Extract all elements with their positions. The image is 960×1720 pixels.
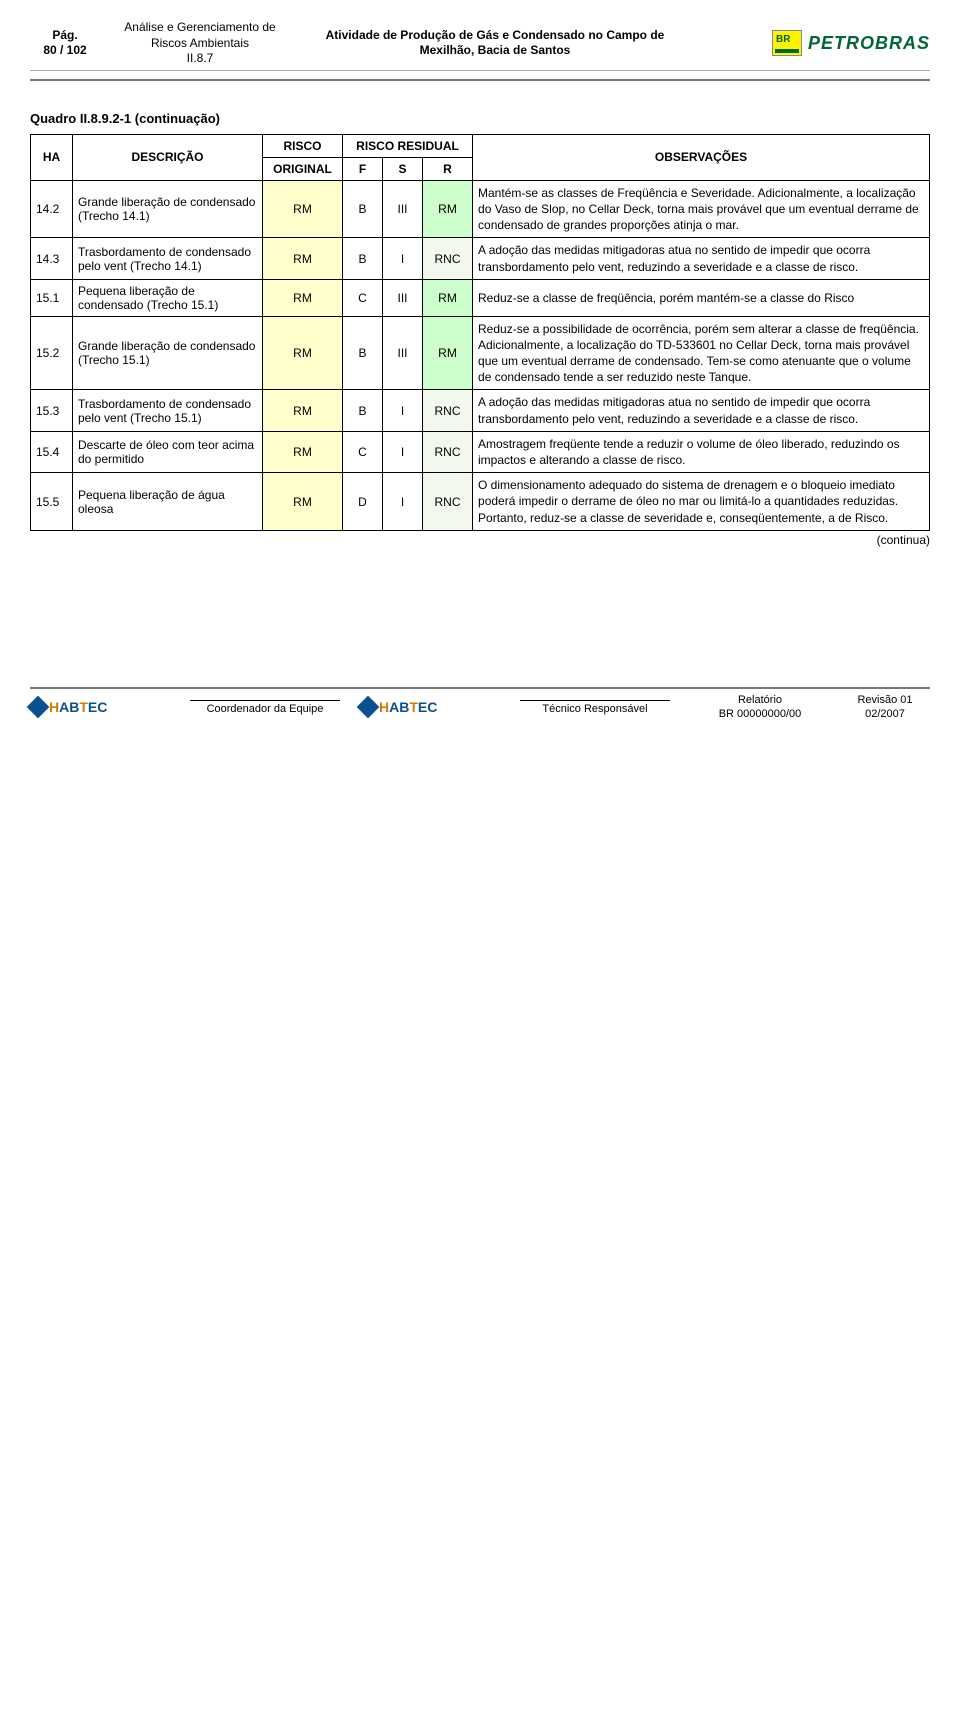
- cell-r: RM: [423, 279, 473, 316]
- th-observacoes: OBSERVAÇÕES: [473, 134, 930, 180]
- relat-label: Relatório: [690, 693, 830, 707]
- page-footer: HABTEC Coordenador da Equipe HABTEC Técn…: [30, 687, 930, 722]
- cell-obs: Amostragem freqüente tende a reduzir o v…: [473, 431, 930, 472]
- cell-ha: 15.2: [31, 316, 73, 390]
- cell-obs: Reduz-se a possibilidade de ocorrência, …: [473, 316, 930, 390]
- table-row: 15.2Grande liberação de condensado (Trec…: [31, 316, 930, 390]
- cell-ha: 15.1: [31, 279, 73, 316]
- cell-r: RNC: [423, 473, 473, 531]
- pag-label: Pág.: [30, 28, 100, 44]
- cell-obs: O dimensionamento adequado do sistema de…: [473, 473, 930, 531]
- th-f: F: [343, 157, 383, 180]
- cell-obs: Reduz-se a classe de freqüência, porém m…: [473, 279, 930, 316]
- table-row: 15.3Trasbordamento de condensado pelo ve…: [31, 390, 930, 431]
- habtec-brand: HABTEC: [49, 699, 107, 715]
- habtec-brand: HABTEC: [379, 699, 437, 715]
- atividade-cell: Atividade de Produção de Gás e Condensad…: [300, 28, 690, 59]
- page-number-cell: Pág. 80 / 102: [30, 28, 100, 59]
- revisao-cell: Revisão 01 02/2007: [840, 693, 930, 722]
- cell-ha: 15.4: [31, 431, 73, 472]
- cell-s: I: [383, 431, 423, 472]
- cell-r: RM: [423, 180, 473, 238]
- relat-value: BR 00000000/00: [690, 707, 830, 721]
- th-ha: HA: [31, 134, 73, 180]
- cell-original: RM: [263, 180, 343, 238]
- page-header: Pág. 80 / 102 Análise e Gerenciamento de…: [30, 20, 930, 81]
- table-row: 15.5Pequena liberação de água oleosaRMDI…: [31, 473, 930, 531]
- cell-original: RM: [263, 238, 343, 279]
- cell-f: B: [343, 180, 383, 238]
- diamond-icon: [27, 696, 50, 719]
- table-row: 14.3Trasbordamento de condensado pelo ve…: [31, 238, 930, 279]
- cell-s: III: [383, 180, 423, 238]
- cell-f: B: [343, 238, 383, 279]
- risk-table: HA DESCRIÇÃO RISCO RISCO RESIDUAL OBSERV…: [30, 134, 930, 531]
- analise-cell: Análise e Gerenciamento de Riscos Ambien…: [110, 20, 290, 67]
- cell-r: RNC: [423, 390, 473, 431]
- cell-original: RM: [263, 431, 343, 472]
- cell-f: C: [343, 279, 383, 316]
- cell-s: III: [383, 316, 423, 390]
- cell-obs: A adoção das medidas mitigadoras atua no…: [473, 390, 930, 431]
- cell-s: I: [383, 473, 423, 531]
- cell-f: C: [343, 431, 383, 472]
- cell-original: RM: [263, 279, 343, 316]
- analise-sub: II.8.7: [110, 51, 290, 67]
- cell-original: RM: [263, 316, 343, 390]
- cell-desc: Grande liberação de condensado (Trecho 1…: [73, 316, 263, 390]
- cell-s: I: [383, 238, 423, 279]
- resp-label: Técnico Responsável: [520, 700, 670, 715]
- table-row: 15.1Pequena liberação de condensado (Tre…: [31, 279, 930, 316]
- th-original: ORIGINAL: [263, 157, 343, 180]
- cell-original: RM: [263, 473, 343, 531]
- cell-ha: 14.2: [31, 180, 73, 238]
- th-descricao: DESCRIÇÃO: [73, 134, 263, 180]
- th-risco: RISCO: [263, 134, 343, 157]
- table-row: 14.2Grande liberação de condensado (Trec…: [31, 180, 930, 238]
- habtec-logo-mid: HABTEC: [360, 699, 500, 715]
- relatorio-cell: Relatório BR 00000000/00: [690, 693, 830, 722]
- atividade-text: Atividade de Produção de Gás e Condensad…: [326, 28, 665, 58]
- pag-value: 80 / 102: [30, 43, 100, 59]
- cell-r: RNC: [423, 431, 473, 472]
- rev-value: 02/2007: [840, 707, 930, 721]
- cell-obs: A adoção das medidas mitigadoras atua no…: [473, 238, 930, 279]
- cell-obs: Mantém-se as classes de Freqüência e Sev…: [473, 180, 930, 238]
- cell-desc: Descarte de óleo com teor acima do permi…: [73, 431, 263, 472]
- cell-s: I: [383, 390, 423, 431]
- cell-original: RM: [263, 390, 343, 431]
- cell-desc: Grande liberação de condensado (Trecho 1…: [73, 180, 263, 238]
- rev-label: Revisão 01: [840, 693, 930, 707]
- habtec-logo-left: HABTEC: [30, 699, 170, 715]
- th-risco-residual: RISCO RESIDUAL: [343, 134, 473, 157]
- cell-ha: 15.5: [31, 473, 73, 531]
- br-icon: [772, 30, 802, 56]
- coord-label: Coordenador da Equipe: [190, 700, 340, 715]
- cell-desc: Trasbordamento de condensado pelo vent (…: [73, 238, 263, 279]
- table-row: 15.4Descarte de óleo com teor acima do p…: [31, 431, 930, 472]
- petrobras-logo: PETROBRAS: [700, 30, 930, 56]
- cell-r: RNC: [423, 238, 473, 279]
- continua-label: (continua): [30, 533, 930, 547]
- diamond-icon: [357, 696, 380, 719]
- cell-r: RM: [423, 316, 473, 390]
- cell-desc: Pequena liberação de condensado (Trecho …: [73, 279, 263, 316]
- cell-desc: Pequena liberação de água oleosa: [73, 473, 263, 531]
- cell-ha: 14.3: [31, 238, 73, 279]
- cell-desc: Trasbordamento de condensado pelo vent (…: [73, 390, 263, 431]
- cell-ha: 15.3: [31, 390, 73, 431]
- cell-f: D: [343, 473, 383, 531]
- petrobras-text: PETROBRAS: [808, 33, 930, 54]
- th-s: S: [383, 157, 423, 180]
- analise-text: Análise e Gerenciamento de Riscos Ambien…: [110, 20, 290, 51]
- cell-f: B: [343, 316, 383, 390]
- cell-f: B: [343, 390, 383, 431]
- cell-s: III: [383, 279, 423, 316]
- quadro-title: Quadro II.8.9.2-1 (continuação): [30, 111, 930, 126]
- th-r: R: [423, 157, 473, 180]
